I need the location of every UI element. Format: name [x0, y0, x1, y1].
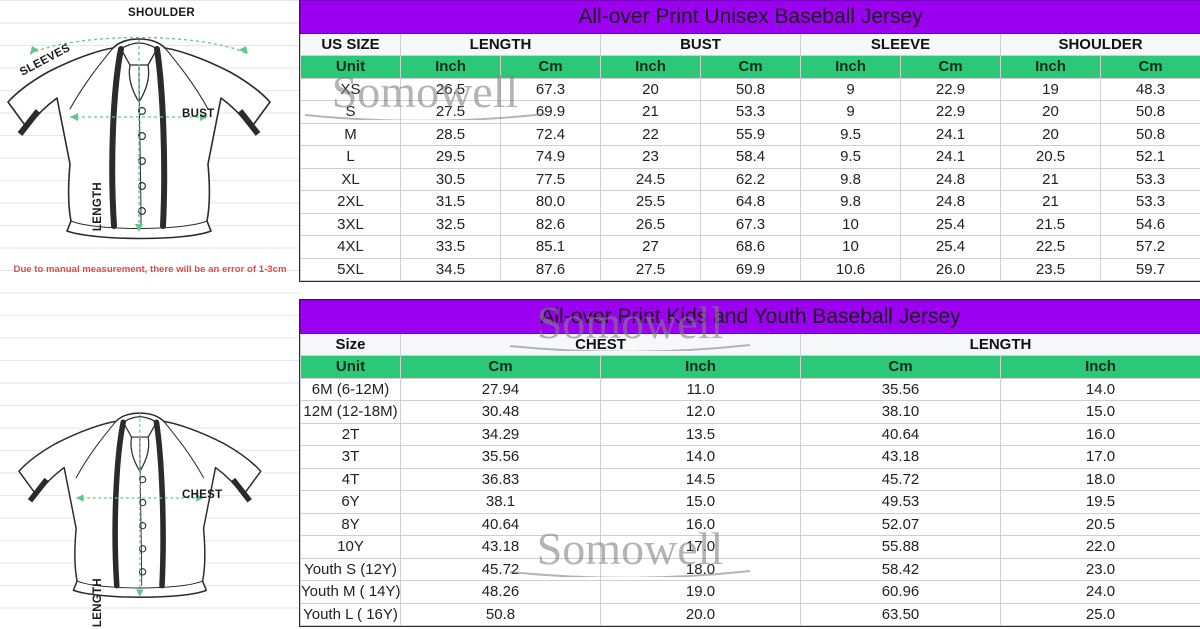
svg-text:Somowell: Somowell	[537, 523, 724, 574]
svg-text:Somowell: Somowell	[537, 297, 724, 348]
svg-text:Somowell: Somowell	[332, 66, 519, 117]
